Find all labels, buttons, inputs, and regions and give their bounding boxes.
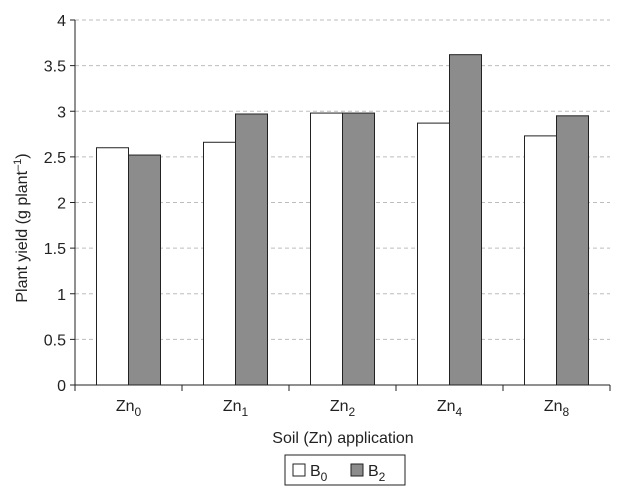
- bar-B2-Zn0: [128, 154, 161, 386]
- x-tick-label: Zn0: [116, 398, 142, 419]
- bar-B0-Zn8: [524, 135, 557, 386]
- y-tick-label: 0: [57, 378, 66, 395]
- legend: B0 B2: [284, 454, 406, 486]
- y-tick-label: 0.5: [44, 332, 66, 349]
- y-tick-label: 1: [57, 287, 66, 304]
- bar-B0-Zn1: [203, 141, 236, 386]
- x-tick-labels: Zn0 Zn1 Zn2 Zn4 Zn8: [116, 398, 570, 419]
- bar-B0-Zn4: [417, 122, 450, 386]
- legend-swatch: [292, 463, 306, 477]
- bar-B2-Zn1: [235, 113, 268, 386]
- y-tick-label: 3.5: [44, 59, 66, 76]
- x-tick-label: Zn2: [330, 398, 356, 419]
- bar-B2-Zn4: [449, 54, 482, 386]
- x-tick-label: Zn1: [223, 398, 249, 419]
- y-tick-label: 2.5: [44, 150, 66, 167]
- axes: [70, 19, 611, 391]
- bar-B2-Zn2: [342, 112, 375, 386]
- x-tick-label: Zn8: [544, 398, 570, 419]
- y-tick-labels: 0 0.5 1 1.5 2 2.5 3 3.5 4: [44, 13, 66, 395]
- bar-B0-Zn2: [310, 112, 343, 386]
- x-tick-label: Zn4: [437, 398, 463, 419]
- legend-label: B2: [368, 463, 386, 484]
- y-tick-label: 3: [57, 104, 66, 121]
- bar-B0-Zn0: [96, 147, 129, 386]
- legend-swatch: [350, 463, 364, 477]
- bar-B2-Zn8: [556, 115, 589, 386]
- x-axis-title: Soil (Zn) application: [272, 430, 413, 447]
- y-tick-label: 2: [57, 196, 66, 213]
- legend-label: B0: [310, 463, 328, 484]
- y-tick-label: 1.5: [44, 241, 66, 258]
- y-tick-label: 4: [57, 13, 66, 30]
- bars: [96, 54, 589, 386]
- y-axis-title: Plant yield (g plant–1): [12, 153, 31, 302]
